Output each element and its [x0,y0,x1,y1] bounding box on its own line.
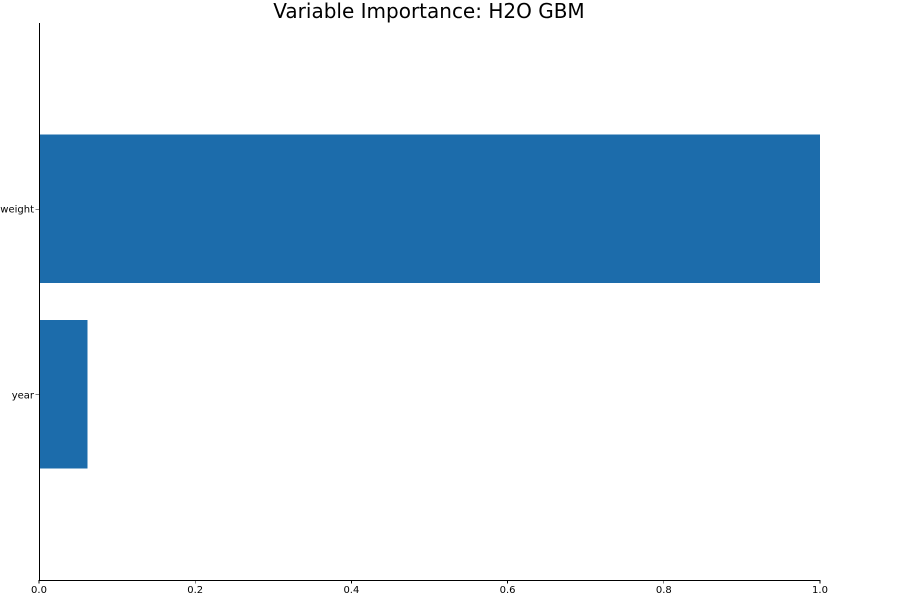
x-tick-label: 0.0 [31,585,47,596]
chart-title: Variable Importance: H2O GBM [273,0,584,23]
x-tick-label: 0.8 [656,585,672,596]
x-tick-label: 0.2 [187,585,203,596]
bar-weight [39,134,820,283]
y-ticks: weight year [0,205,39,401]
y-tick-label: weight [0,205,34,216]
x-tick-label: 1.0 [812,585,828,596]
bar-year [39,320,88,469]
axes-layer [39,23,820,581]
x-tick-label: 0.4 [343,585,359,596]
y-tick-label: year [12,390,35,401]
x-tick-label: 0.6 [500,585,516,596]
x-ticks: 0.0 0.2 0.4 0.6 0.8 1.0 [31,580,828,596]
bars-layer [39,134,820,469]
